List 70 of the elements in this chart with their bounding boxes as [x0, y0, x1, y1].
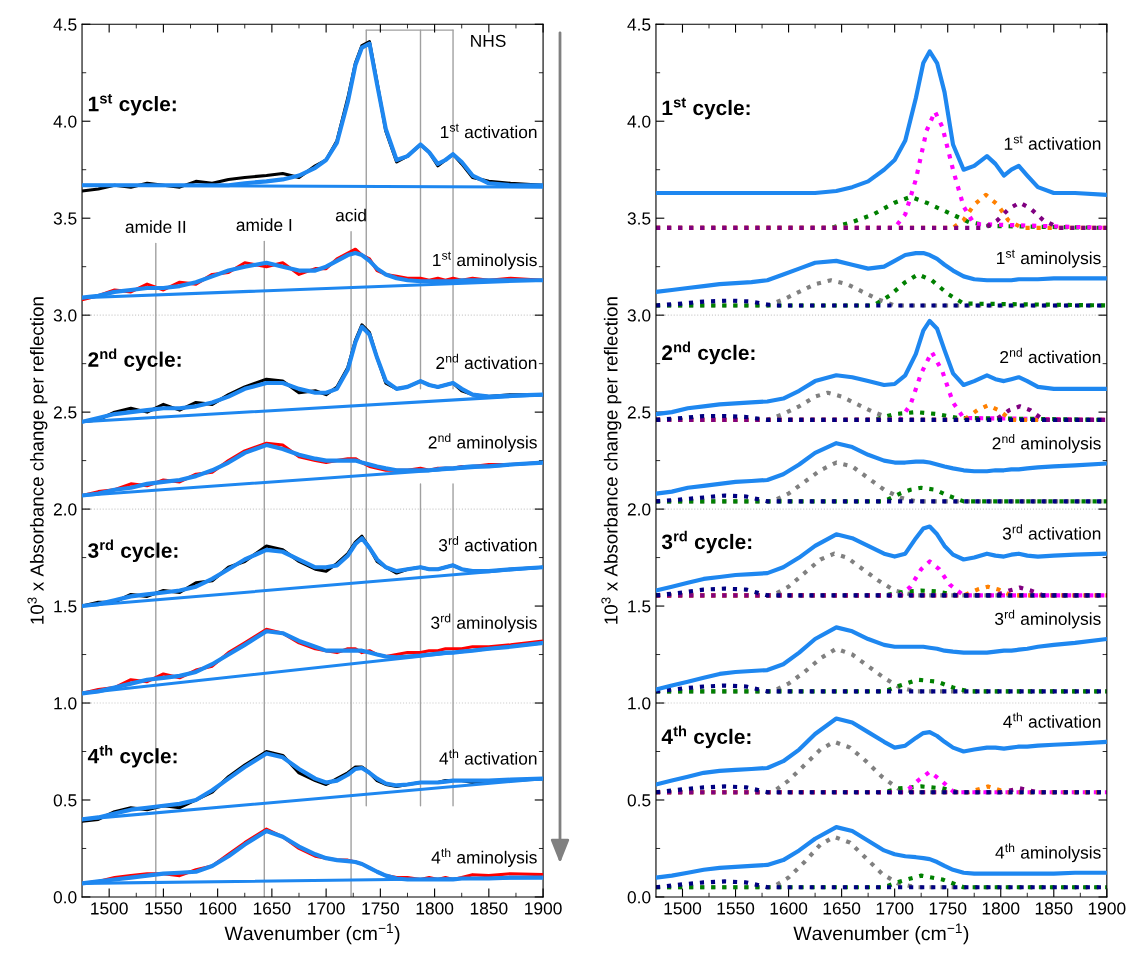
y-tick-label: 0.5: [627, 794, 651, 807]
annotation: 3$^{rd}$ cycle:: [661, 530, 752, 554]
series-label: 3$^{rd}$ activation: [438, 535, 537, 552]
series-label: 3$^{rd}$ aminolysis: [431, 613, 537, 633]
series-label: 4$^{th}$ aminolysis: [431, 848, 537, 867]
series-label: 4$^{th}$ activation: [439, 749, 537, 765]
x-tick-label: 1850: [1035, 902, 1073, 915]
annotation: amide I: [236, 218, 292, 232]
x-tick-label: 1600: [770, 902, 808, 915]
series-label: 1$^{st}$ activation: [440, 123, 537, 139]
annotation: 4$^{th}$ cycle:: [87, 745, 177, 768]
annotation: 2$^{nd}$ cycle:: [88, 348, 181, 371]
y-tick-label: 1.0: [628, 697, 651, 710]
y-tick-label: 1.5: [54, 600, 77, 613]
x-tick-label: 1700: [876, 902, 914, 915]
y-tick-label: 2.5: [53, 406, 77, 419]
x-tick-label: 1900: [1088, 902, 1126, 915]
series-label: 4$^{th}$ aminolysis: [995, 843, 1101, 863]
y-axis-title: 10$^{3}$ x Absorbance change per reflection: [27, 297, 48, 624]
x-tick-label: 1750: [362, 902, 399, 915]
annotation: amide II: [125, 220, 186, 234]
annotation: 1$^{st}$ cycle:: [88, 93, 176, 116]
series-label: 3$^{rd}$ aminolysis: [994, 609, 1101, 629]
series-label: 4$^{th}$ activation: [1003, 712, 1101, 728]
x-tick-label: 1750: [929, 902, 967, 915]
annotation: 2$^{nd}$ cycle:: [662, 341, 755, 365]
y-tick-label: 2.0: [627, 503, 651, 516]
x-tick-label: 1900: [525, 902, 562, 915]
series-label: 1$^{st}$ aminolysis: [433, 251, 537, 270]
x-tick-label: 1500: [664, 902, 702, 915]
x-tick-label: 1850: [470, 902, 508, 915]
annotation: 3$^{rd}$ cycle:: [88, 539, 178, 563]
annotation: acid: [335, 208, 366, 222]
y-axis-title: 10$^{3}$ x Absorbance change per reflection: [601, 297, 622, 624]
series-label: 2$^{nd}$ activation: [1000, 347, 1101, 364]
x-tick-label: 1800: [416, 902, 454, 915]
series-label: 2$^{nd}$ activation: [436, 353, 537, 370]
y-tick-label: 3.5: [627, 212, 651, 225]
x-tick-label: 1650: [253, 902, 291, 915]
y-tick-label: 2.0: [53, 503, 77, 516]
x-tick-label: 1650: [823, 902, 861, 915]
annotation: NHS: [471, 34, 506, 47]
x-axis-title: Wavenumber (cm$^{−1}$): [224, 923, 400, 945]
y-tick-label: 0.0: [53, 891, 77, 904]
y-tick-label: 3.0: [627, 309, 651, 322]
series-label: 3$^{rd}$ activation: [1002, 524, 1101, 540]
y-tick-label: 2.5: [627, 406, 651, 419]
x-axis-title: Wavenumber (cm$^{−1}$): [793, 923, 969, 945]
series-label: 1$^{st}$ activation: [1004, 135, 1101, 150]
series-label: 2$^{nd}$ aminolysis: [992, 434, 1101, 453]
y-tick-label: 4.0: [627, 115, 651, 128]
x-tick-label: 1700: [308, 902, 345, 915]
y-tick-label: 4.0: [53, 115, 77, 128]
y-tick-label: 0.5: [53, 794, 77, 807]
y-tick-label: 1.5: [628, 600, 651, 613]
x-tick-label: 1500: [91, 902, 128, 915]
y-tick-label: 3.0: [53, 309, 77, 322]
annotation: 1$^{st}$ cycle:: [662, 97, 750, 120]
y-tick-label: 4.5: [627, 18, 651, 31]
series-label: 2$^{nd}$ aminolysis: [428, 433, 537, 452]
y-tick-label: 4.5: [53, 18, 77, 31]
annotation: 4$^{th}$ cycle:: [661, 725, 751, 749]
series-label: 1$^{st}$ aminolysis: [997, 249, 1101, 268]
y-tick-label: 0.0: [627, 891, 651, 904]
x-tick-label: 1550: [145, 902, 183, 915]
x-tick-label: 1800: [982, 902, 1020, 915]
y-tick-label: 1.0: [54, 697, 77, 710]
x-tick-label: 1600: [199, 902, 237, 915]
y-tick-label: 3.5: [53, 212, 77, 225]
x-tick-label: 1550: [717, 902, 755, 915]
